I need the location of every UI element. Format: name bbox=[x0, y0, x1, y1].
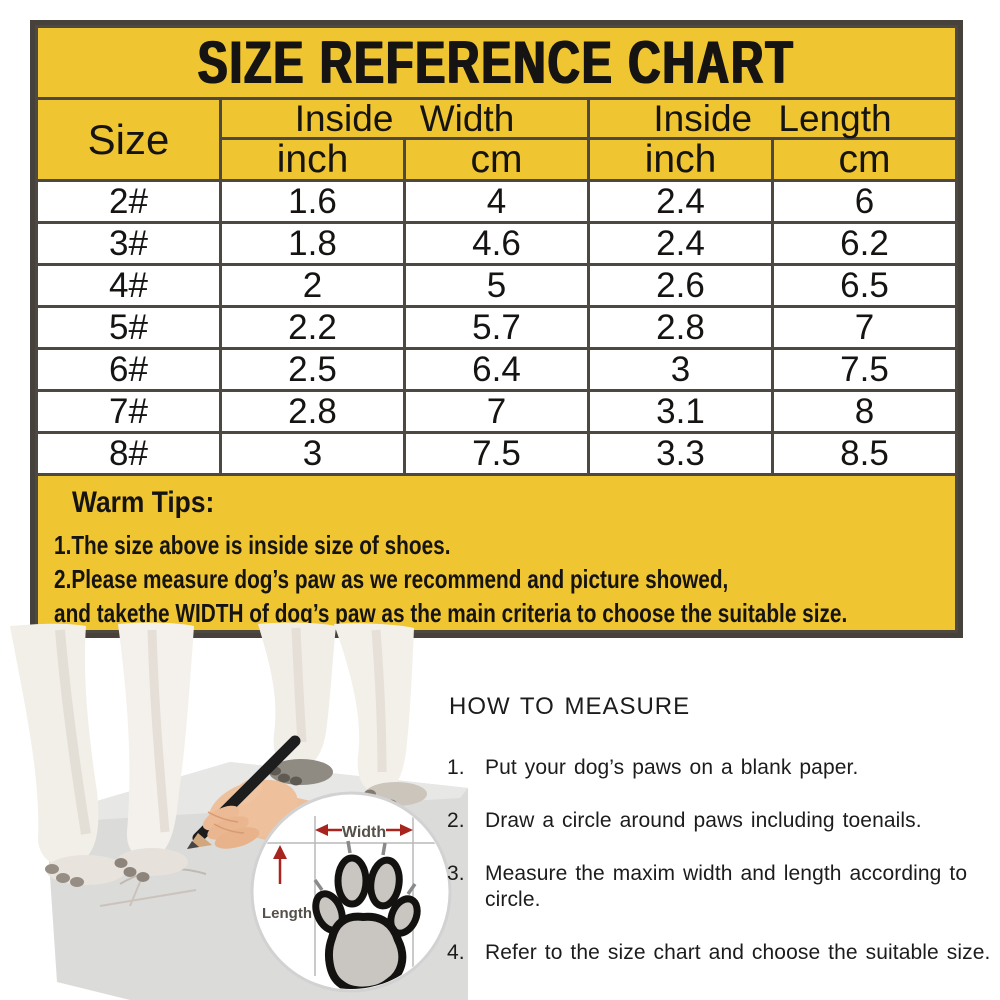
cell-length-cm: 7 bbox=[771, 305, 958, 350]
cell-width-cm: 7.5 bbox=[403, 431, 590, 476]
cell-length-inch: 3 bbox=[587, 347, 774, 392]
table-row: 5# 2.2 5.7 2.8 7 bbox=[35, 305, 958, 350]
cell-size: 4# bbox=[35, 263, 222, 308]
step-number: 1. bbox=[447, 756, 465, 779]
step-number: 3. bbox=[447, 862, 465, 885]
warm-tips-heading: Warm Tips: bbox=[72, 486, 215, 519]
warm-tips-line: 2.Please measure dog’s paw as we recomme… bbox=[54, 564, 729, 594]
length-label: Length bbox=[262, 905, 312, 922]
cell-length-inch: 3.1 bbox=[587, 389, 774, 434]
col-header-inside-width: Inside Width bbox=[219, 97, 590, 140]
cell-width-cm: 5 bbox=[403, 263, 590, 308]
cell-width-cm: 4 bbox=[403, 179, 590, 224]
warm-tips-line: 1.The size above is inside size of shoes… bbox=[54, 530, 451, 560]
cell-width-cm: 5.7 bbox=[403, 305, 590, 350]
cell-size: 2# bbox=[35, 179, 222, 224]
table-row: 7# 2.8 7 3.1 8 bbox=[35, 389, 958, 434]
cell-width-inch: 3 bbox=[219, 431, 406, 476]
cell-width-inch: 2 bbox=[219, 263, 406, 308]
measure-step: 3. Measure the maxim width and length ac… bbox=[447, 861, 995, 913]
table-row: 4# 2 5 2.6 6.5 bbox=[35, 263, 958, 308]
how-to-measure-section: HOW TO MEASURE 1. Put your dog’s paws on… bbox=[447, 693, 995, 993]
title-cell: SIZE REFERENCE CHART bbox=[35, 25, 958, 100]
cell-size: 8# bbox=[35, 431, 222, 476]
cell-width-cm: 7 bbox=[403, 389, 590, 434]
cell-size: 7# bbox=[35, 389, 222, 434]
table-row: 3# 1.8 4.6 2.4 6.2 bbox=[35, 221, 958, 266]
measure-step: 1. Put your dog’s paws on a blank paper. bbox=[447, 755, 995, 781]
unit-header-length-cm: cm bbox=[771, 137, 958, 182]
table-row: 6# 2.5 6.4 3 7.5 bbox=[35, 347, 958, 392]
table-row: 2# 1.6 4 2.4 6 bbox=[35, 179, 958, 224]
cell-width-inch: 2.2 bbox=[219, 305, 406, 350]
page-title: SIZE REFERENCE CHART bbox=[198, 29, 795, 96]
cell-size: 3# bbox=[35, 221, 222, 266]
step-text: Put your dog’s paws on a blank paper. bbox=[485, 756, 859, 779]
fingers bbox=[202, 805, 260, 849]
cell-width-cm: 6.4 bbox=[403, 347, 590, 392]
cell-width-inch: 1.6 bbox=[219, 179, 406, 224]
header-row-groups: Size Inside Width Inside Length bbox=[35, 97, 958, 182]
width-label: Width bbox=[342, 824, 386, 841]
measuring-photo: Width Length bbox=[10, 622, 468, 1000]
dog-legs bbox=[10, 622, 427, 887]
cell-width-inch: 1.8 bbox=[219, 221, 406, 266]
paw-print bbox=[295, 840, 421, 989]
unit-header-length-inch: inch bbox=[587, 137, 774, 182]
cell-length-cm: 6.2 bbox=[771, 221, 958, 266]
cell-size: 5# bbox=[35, 305, 222, 350]
table-row: 8# 3 7.5 3.3 8.5 bbox=[35, 431, 958, 476]
cell-width-inch: 2.8 bbox=[219, 389, 406, 434]
header-row-units: inch cm inch cm bbox=[37, 137, 958, 182]
width-arrow-icon bbox=[315, 824, 413, 836]
length-arrow-icon bbox=[273, 845, 287, 884]
warm-tips-line: and takethe WIDTH of dog’s paw as the ma… bbox=[54, 598, 848, 628]
cell-length-cm: 6 bbox=[771, 179, 958, 224]
step-text: Measure the maxim width and length accor… bbox=[485, 862, 968, 911]
cell-size: 6# bbox=[35, 347, 222, 392]
step-text: Refer to the size chart and choose the s… bbox=[485, 941, 991, 964]
cell-length-inch: 2.4 bbox=[587, 179, 774, 224]
measure-step: 4. Refer to the size chart and choose th… bbox=[447, 940, 995, 966]
warm-tips-row: Warm Tips: 1.The size above is inside si… bbox=[35, 473, 958, 633]
warm-tips-section: Warm Tips: 1.The size above is inside si… bbox=[35, 473, 958, 633]
step-number: 2. bbox=[447, 809, 465, 832]
cell-width-cm: 4.6 bbox=[403, 221, 590, 266]
col-header-size: Size bbox=[35, 97, 222, 182]
size-reference-table: SIZE REFERENCE CHART Size Inside Width I… bbox=[30, 20, 963, 638]
title-row: SIZE REFERENCE CHART bbox=[35, 25, 958, 100]
cell-length-cm: 6.5 bbox=[771, 263, 958, 308]
cell-length-cm: 8.5 bbox=[771, 431, 958, 476]
cell-width-inch: 2.5 bbox=[219, 347, 406, 392]
cell-length-inch: 2.4 bbox=[587, 221, 774, 266]
unit-header-width-inch: inch bbox=[219, 137, 406, 182]
how-to-measure-heading: HOW TO MEASURE bbox=[449, 693, 691, 720]
measure-diagram-circle: Width Length bbox=[250, 791, 452, 993]
cell-length-inch: 2.8 bbox=[587, 305, 774, 350]
cell-length-cm: 7.5 bbox=[771, 347, 958, 392]
step-text: Draw a circle around paws including toen… bbox=[485, 809, 922, 832]
unit-header-width-cm: cm bbox=[403, 137, 590, 182]
cell-length-inch: 3.3 bbox=[587, 431, 774, 476]
cell-length-cm: 8 bbox=[771, 389, 958, 434]
step-number: 4. bbox=[447, 941, 465, 964]
col-header-inside-length: Inside Length bbox=[587, 97, 958, 140]
measure-step: 2. Draw a circle around paws including t… bbox=[447, 808, 995, 834]
cell-length-inch: 2.6 bbox=[587, 263, 774, 308]
